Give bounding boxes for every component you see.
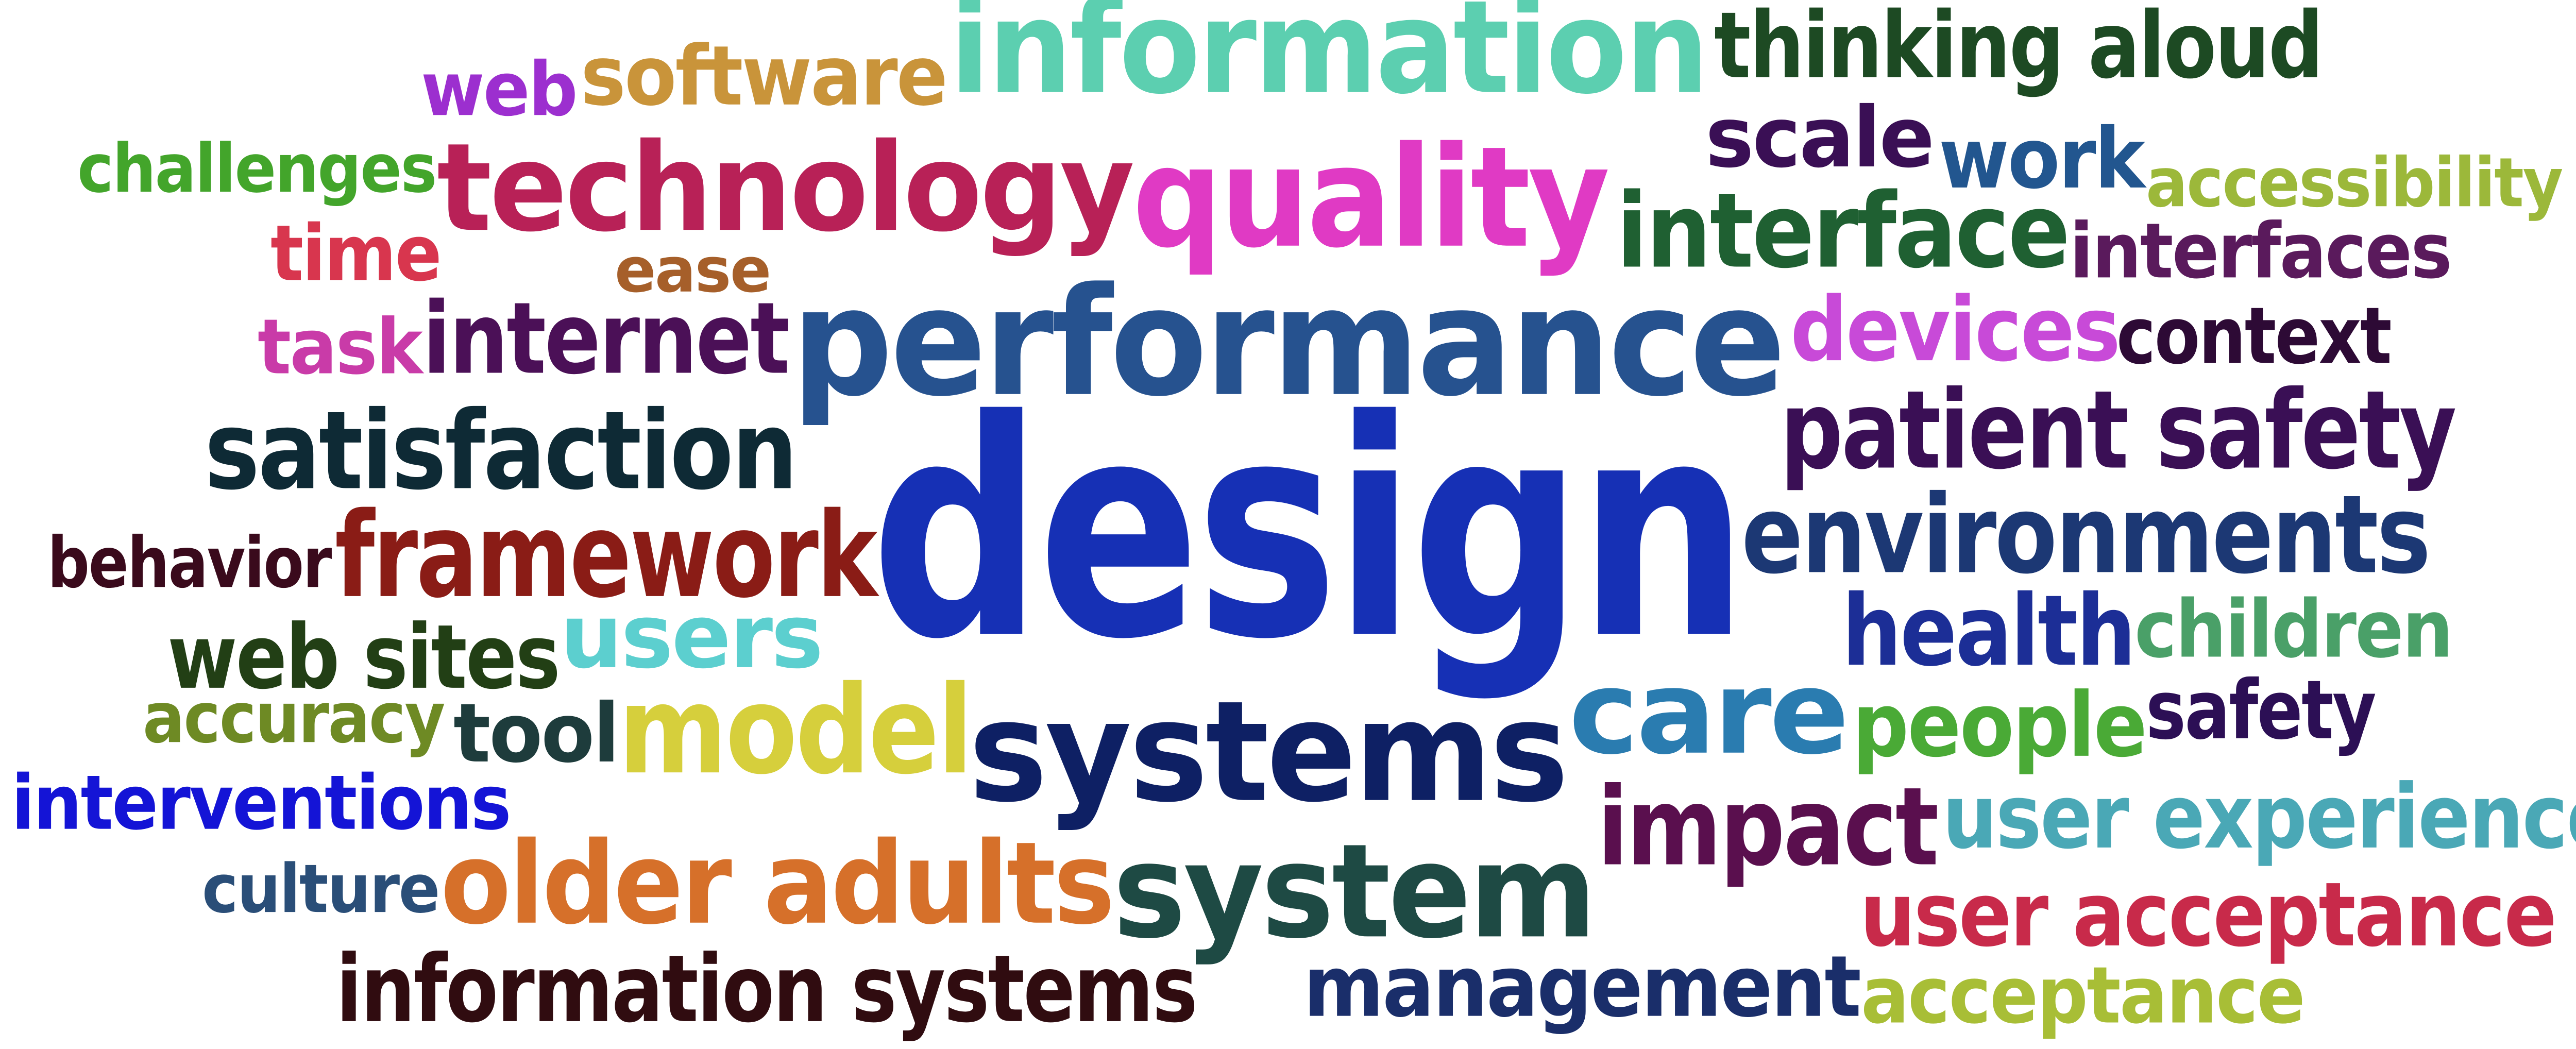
word-devices: devices — [1790, 278, 2121, 382]
word-children: children — [2134, 583, 2453, 676]
word-task: task — [258, 302, 423, 392]
word-users: users — [560, 585, 823, 688]
word-satisfaction: satisfaction — [205, 387, 798, 514]
word-software: software — [581, 28, 948, 124]
word-impact: impact — [1597, 764, 1939, 890]
word-design: design — [871, 356, 1749, 705]
word-scale: scale — [1705, 89, 1935, 187]
word-accessibility: accessibility — [2146, 143, 2563, 223]
word-time: time — [270, 209, 442, 299]
word-environments: environments — [1741, 471, 2431, 598]
word-care: care — [1569, 646, 1850, 781]
word-tool: tool — [453, 686, 620, 781]
word-technology: technology — [437, 117, 1134, 259]
word-system: system — [1113, 816, 1597, 968]
word-ease: ease — [615, 234, 771, 307]
word-information-systems: information systems — [336, 935, 1198, 1043]
word-people: people — [1852, 673, 2147, 777]
word-web-sites: web sites — [167, 605, 561, 709]
word-performance: performance — [791, 256, 1786, 430]
word-behavior: behavior — [47, 522, 332, 604]
word-user-experience: user experience — [1942, 765, 2576, 869]
word-web: web — [421, 46, 578, 133]
word-framework: framework — [335, 487, 877, 624]
word-older-adults: older adults — [440, 817, 1115, 950]
word-information: information — [950, 0, 1709, 123]
word-patient-safety: patient safety — [1780, 367, 2456, 494]
word-quality: quality — [1132, 116, 1610, 279]
word-thinking-aloud: thinking aloud — [1714, 0, 2324, 99]
word-internet: internet — [422, 281, 790, 397]
word-management: management — [1303, 937, 1861, 1036]
word-health: health — [1842, 573, 2136, 688]
word-model: model — [618, 659, 973, 801]
word-challenges: challenges — [77, 129, 437, 208]
word-user-acceptance: user acceptance — [1860, 863, 2557, 967]
word-acceptance: acceptance — [1861, 950, 2306, 1041]
word-culture: culture — [202, 850, 440, 928]
word-accuracy: accuracy — [143, 678, 445, 759]
word-interfaces: interfaces — [2070, 207, 2452, 296]
word-interventions: interventions — [11, 759, 512, 847]
word-interface: interface — [1616, 171, 2071, 292]
word-context: context — [2116, 290, 2392, 382]
word-safety: safety — [2146, 663, 2377, 758]
word-systems: systems — [969, 671, 1569, 833]
word-work: work — [1939, 110, 2145, 208]
